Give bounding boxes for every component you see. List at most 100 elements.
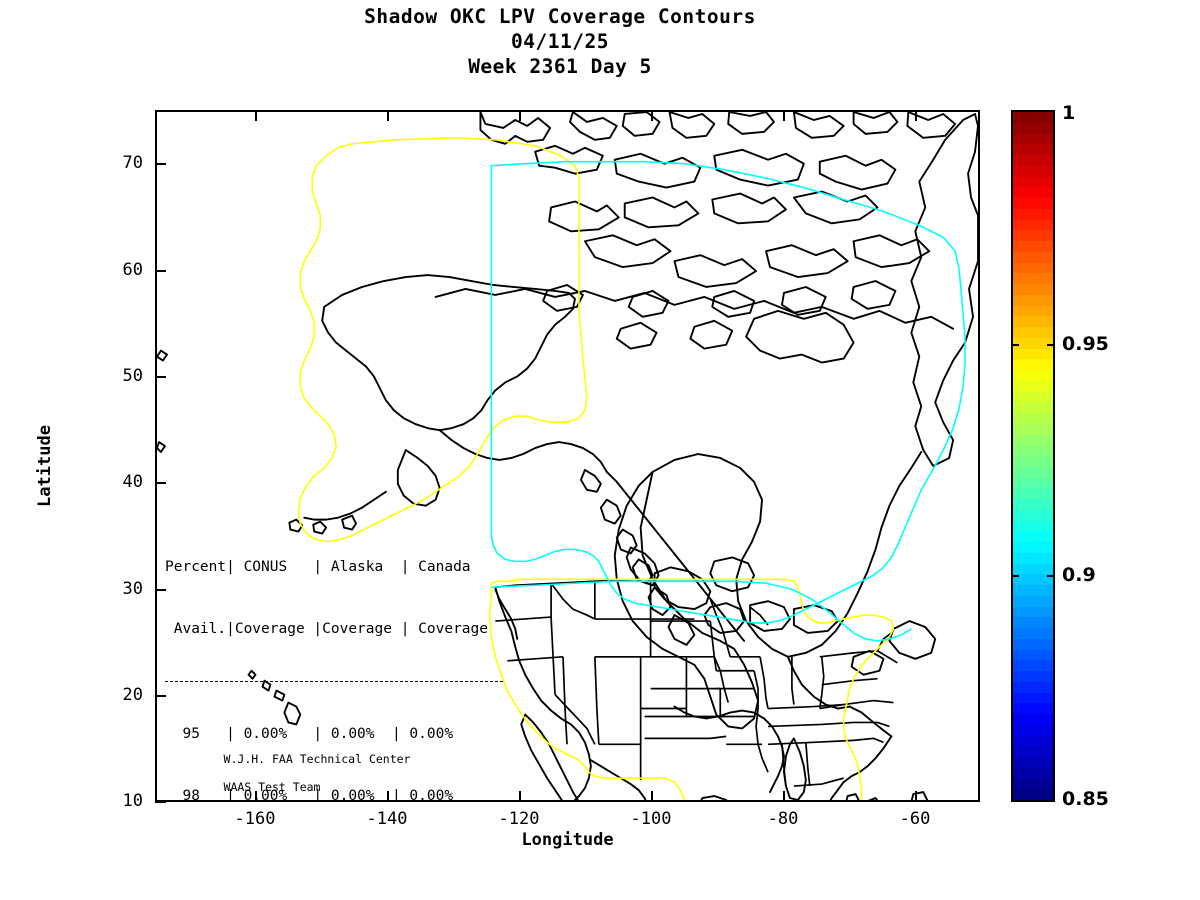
colorbar-band (1013, 155, 1053, 166)
colorbar-tick-090-right (1047, 575, 1055, 577)
colorbar-band (1013, 423, 1053, 435)
y-tick-60 (155, 270, 166, 272)
colorbar-band (1013, 327, 1053, 338)
colorbar-band (1013, 649, 1053, 661)
colorbar-band (1013, 714, 1053, 725)
x-tick-top-m60 (915, 110, 917, 121)
x-tick-top-m160 (255, 110, 257, 121)
colorbar-band (1013, 370, 1053, 381)
colorbar-label: 0.95 (1062, 333, 1109, 355)
y-tick-50 (155, 376, 166, 378)
colorbar-band (1013, 176, 1053, 188)
x-tick-label: -100 (630, 809, 672, 829)
y-axis-title: Latitude (35, 425, 55, 507)
x-tick-m160 (255, 791, 257, 802)
colorbar-band (1013, 499, 1053, 510)
x-tick-m120 (519, 791, 521, 802)
colorbar-band (1013, 262, 1053, 274)
colorbar-band (1013, 638, 1053, 650)
colorbar-band (1013, 671, 1053, 682)
colorbar-band (1013, 585, 1053, 596)
colorbar-band (1013, 273, 1053, 284)
colorbar-band (1013, 402, 1053, 413)
x-tick-label: -160 (234, 809, 276, 829)
colorbar-band (1013, 595, 1053, 607)
colorbar-band (1013, 552, 1053, 564)
colorbar-label: 1 (1062, 102, 1076, 124)
colorbar-band (1013, 348, 1053, 360)
colorbar-band (1013, 692, 1053, 704)
colorbar-band (1013, 198, 1053, 209)
stats-separator (165, 681, 503, 682)
colorbar-band (1013, 606, 1053, 618)
colorbar-band (1013, 187, 1053, 198)
y-tick-label: 30 (122, 579, 143, 599)
colorbar-band (1013, 413, 1053, 424)
y-tick-label: 10 (122, 791, 143, 811)
colorbar-band (1013, 305, 1053, 317)
x-tick-top-m80 (783, 110, 785, 121)
table-row: 95 | 0.00% | 0.00% | 0.00% (165, 726, 454, 742)
colorbar-band (1013, 735, 1053, 747)
colorbar-tick-095-right (1047, 344, 1055, 346)
credit-line-1: W.J.H. FAA Technical Center (223, 752, 411, 766)
colorbar-band (1013, 789, 1053, 800)
y-tick-label: 40 (122, 472, 143, 492)
colorbar-band (1013, 208, 1053, 220)
colorbar-band (1013, 488, 1053, 499)
colorbar-band (1013, 724, 1053, 736)
colorbar-band (1013, 757, 1053, 768)
x-tick-top-m100 (651, 110, 653, 121)
table-row: 98 | 0.00% | 0.00% | 0.00% (165, 787, 454, 802)
colorbar-band (1013, 681, 1053, 693)
colorbar-band (1013, 778, 1053, 790)
colorbar-band (1013, 380, 1053, 392)
stats-header-row-1: Percent| CONUS | Alaska | Canada (165, 559, 471, 575)
colorbar-band (1013, 703, 1053, 714)
colorbar-band (1013, 617, 1053, 628)
map-plot-area: Percent| CONUS | Alaska | Canada Avail.|… (155, 110, 980, 802)
colorbar-band (1013, 219, 1053, 231)
colorbar-band (1013, 456, 1053, 467)
colorbar-tick-090-left (1011, 575, 1019, 577)
x-tick-top-m120 (519, 110, 521, 121)
x-tick-m80 (783, 791, 785, 802)
colorbar-band (1013, 767, 1053, 779)
x-tick-top-m140 (387, 110, 389, 121)
colorbar-band (1013, 563, 1053, 575)
x-tick-m60 (915, 791, 917, 802)
canada-coverage-boundary (490, 160, 966, 642)
colorbar-band (1013, 746, 1053, 757)
colorbar-band (1013, 316, 1053, 327)
coverage-stats-table: Percent| CONUS | Alaska | Canada Avail.|… (165, 516, 503, 802)
y-tick-70 (155, 163, 166, 165)
colorbar-band (1013, 294, 1053, 306)
credit-text: W.J.H. FAA Technical Center WAAS Test Te… (182, 738, 411, 800)
colorbar-band (1013, 477, 1053, 489)
colorbar-band (1013, 628, 1053, 639)
credit-line-2: WAAS Test Team (223, 780, 321, 794)
title-line-2: 04/11/25 (511, 30, 609, 53)
x-tick-label: -60 (899, 809, 931, 829)
x-tick-label: -120 (498, 809, 540, 829)
state-boundaries-layer (495, 578, 898, 787)
alaska-coverage-boundary (297, 137, 588, 543)
colorbar-band (1013, 542, 1053, 553)
colorbar (1011, 110, 1055, 802)
colorbar-band (1013, 251, 1053, 263)
y-tick-40 (155, 482, 166, 484)
colorbar-band (1013, 509, 1053, 521)
y-tick-label: 70 (122, 153, 143, 173)
title-line-3: Week 2361 Day 5 (468, 55, 652, 78)
colorbar-band (1013, 445, 1053, 456)
y-tick-label: 50 (122, 366, 143, 386)
map-vector-layer (157, 112, 978, 800)
colorbar-band (1013, 133, 1053, 145)
colorbar-band (1013, 574, 1053, 585)
colorbar-band (1013, 660, 1053, 671)
colorbar-band (1013, 122, 1053, 134)
colorbar-band (1013, 531, 1053, 542)
x-tick-label: -80 (767, 809, 799, 829)
colorbar-band (1013, 284, 1053, 295)
colorbar-band (1013, 112, 1053, 123)
